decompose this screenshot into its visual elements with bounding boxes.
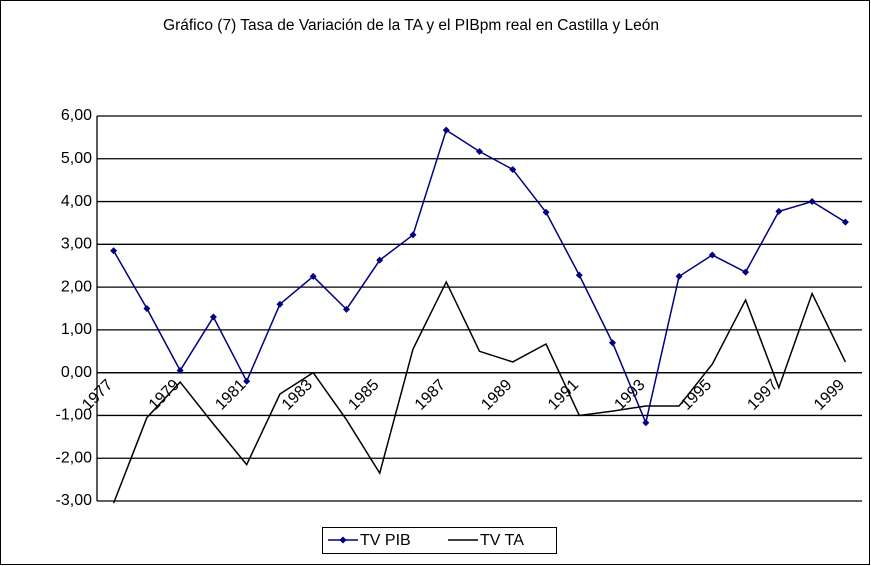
- y-tick-label: 1,00: [61, 321, 92, 338]
- chart-title: Gráfico (7) Tasa de Variación de la TA y…: [163, 17, 659, 34]
- y-tick-label: -2,00: [56, 449, 93, 466]
- point-marker: [841, 218, 849, 226]
- series-line: [112, 280, 847, 504]
- legend-label: TV TA: [480, 532, 524, 549]
- point-marker: [675, 272, 683, 280]
- point-marker: [342, 305, 350, 313]
- legend-label: TV PIB: [360, 532, 411, 549]
- y-tick-label: 6,00: [61, 107, 92, 124]
- point-marker: [808, 198, 816, 206]
- point-marker: [243, 377, 251, 385]
- y-tick-label: 3,00: [61, 236, 92, 253]
- point-marker: [708, 251, 716, 259]
- y-tick-label: 5,00: [61, 150, 92, 167]
- point-marker: [609, 339, 617, 347]
- y-tick-label: 0,00: [61, 364, 92, 381]
- point-marker: [476, 148, 483, 156]
- point-marker: [276, 300, 284, 308]
- point-marker: [775, 207, 783, 215]
- point-marker: [110, 247, 118, 255]
- point-marker: [143, 305, 151, 312]
- legend-box: [322, 527, 557, 554]
- point-marker: [575, 271, 583, 279]
- y-tick-label: 4,00: [61, 193, 92, 210]
- point-marker: [309, 272, 317, 280]
- y-tick-label: 2,00: [61, 278, 92, 295]
- point-marker: [542, 208, 550, 216]
- point-marker: [642, 419, 650, 427]
- point-marker: [442, 126, 450, 134]
- point-marker: [742, 268, 750, 276]
- y-tick-label: -1,00: [56, 407, 93, 424]
- y-tick-label: -3,00: [56, 492, 93, 509]
- point-marker: [376, 256, 384, 264]
- point-marker: [509, 165, 517, 173]
- point-marker: [176, 367, 184, 375]
- point-marker: [209, 313, 217, 321]
- legend-marker: [339, 536, 347, 544]
- point-marker: [409, 231, 417, 239]
